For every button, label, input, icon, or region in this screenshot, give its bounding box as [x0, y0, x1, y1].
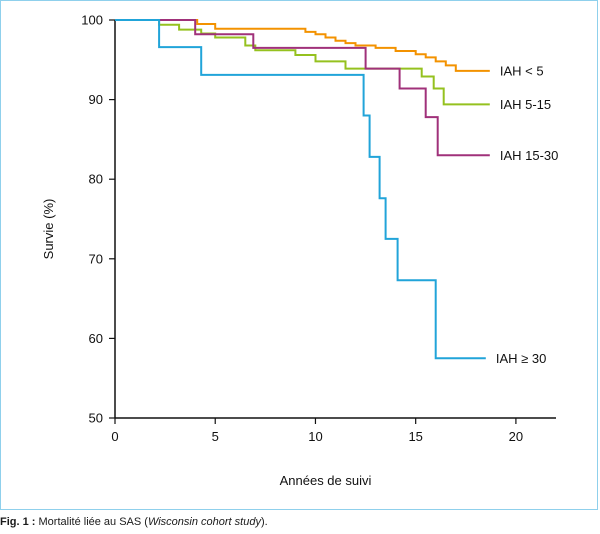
y-tick-label: 60: [89, 331, 103, 346]
x-tick-label: 5: [212, 429, 219, 444]
figure-caption: Fig. 1 : Mortalité liée au SAS (Wisconsi…: [0, 516, 268, 528]
y-axis-title: Survie (%): [41, 199, 56, 260]
series-line-2: [115, 19, 490, 157]
y-tick-label: 80: [89, 172, 103, 187]
series-line-1: [115, 19, 490, 106]
series-labels: IAH < 5 IAH 5-15 IAH 15-30 IAH ≥ 30: [496, 63, 559, 365]
chart-axes: 50 60 70 80 90 100 0 5 10 15 20: [81, 13, 556, 444]
x-tick-label: 20: [509, 429, 523, 444]
series-line-0: [115, 19, 490, 72]
series-line-3: [115, 19, 486, 360]
series-label-0: IAH < 5: [500, 63, 544, 78]
x-tick-label: 10: [308, 429, 322, 444]
y-tick-label: 70: [89, 251, 103, 266]
y-tick-label: 50: [89, 411, 103, 426]
caption-italic: Wisconsin cohort study: [147, 516, 261, 528]
y-tick-label: 100: [81, 13, 103, 28]
x-axis-title: Années de suivi: [280, 473, 372, 488]
x-tick-label: 15: [408, 429, 422, 444]
series-label-2: IAH 15-30: [500, 148, 559, 163]
series-label-1: IAH 5-15: [500, 97, 551, 112]
caption-label: Fig. 1 :: [0, 516, 36, 528]
series-label-3: IAH ≥ 30: [496, 351, 547, 366]
caption-text: Mortalité liée au SAS (: [35, 516, 148, 528]
caption-tail: ).: [260, 516, 268, 528]
x-tick-label: 0: [111, 429, 118, 444]
series-layer: [115, 19, 490, 360]
y-tick-label: 90: [89, 92, 103, 107]
figure-frame: [0, 0, 598, 510]
